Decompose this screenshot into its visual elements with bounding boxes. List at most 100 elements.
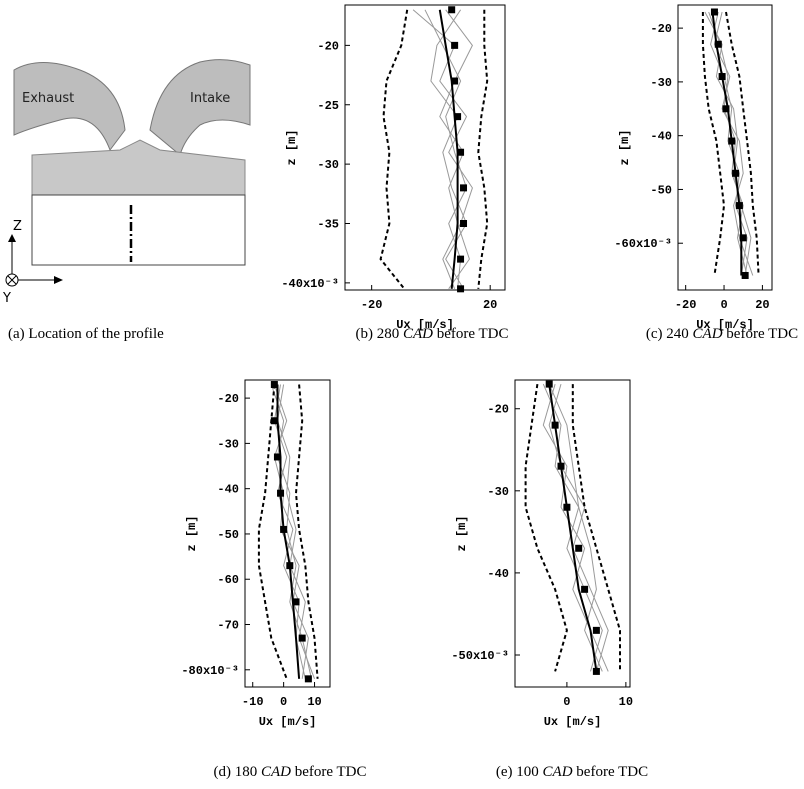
engine-illustration: Exhaust Intake Z Y (a) Location of the p… bbox=[2, 59, 251, 342]
marker bbox=[592, 667, 600, 675]
cycle-line bbox=[424, 9, 468, 289]
x-axis-label: Ux [m/s] bbox=[259, 715, 317, 729]
marker bbox=[451, 77, 459, 85]
envelope-line bbox=[379, 9, 409, 290]
envelope-line bbox=[524, 383, 568, 672]
cycle-line bbox=[704, 11, 752, 276]
caption: (a) Location of the profile bbox=[8, 326, 164, 342]
intake-port bbox=[149, 59, 251, 156]
marker bbox=[735, 202, 743, 210]
caption-prefix: (c) 240 bbox=[646, 326, 689, 342]
marker bbox=[592, 626, 600, 634]
caption-text: Location of the profile bbox=[28, 326, 164, 342]
y-tick-label: -40x10⁻³ bbox=[281, 277, 339, 291]
x-tick-label: -20 bbox=[675, 298, 697, 312]
marker bbox=[457, 255, 465, 263]
y-tick-label: -20 bbox=[317, 39, 339, 53]
y-tick-label: -50 bbox=[650, 183, 672, 197]
cycle-line bbox=[430, 9, 468, 290]
caption-emph: CAD bbox=[261, 764, 291, 780]
y-tick-label: -30 bbox=[487, 485, 509, 499]
y-tick-label: -30 bbox=[317, 158, 339, 172]
marker bbox=[454, 113, 462, 121]
y-tick-label: -50x10⁻³ bbox=[451, 649, 509, 663]
y-axis-label: z [m] bbox=[285, 129, 299, 165]
y-tick-label: -40 bbox=[217, 483, 239, 497]
x-axis-label: Ux [m/s] bbox=[696, 318, 754, 332]
marker bbox=[270, 381, 278, 389]
marker bbox=[732, 169, 740, 177]
y-tick-label: -60x10⁻³ bbox=[614, 237, 672, 251]
marker bbox=[710, 8, 718, 16]
caption-prefix: (b) 280 bbox=[355, 326, 399, 342]
x-tick-label: 0 bbox=[720, 298, 727, 312]
marker bbox=[270, 417, 278, 425]
chart: -20 -30 -40 -50x10⁻³ 0 10 Ux [m/s] z [m] (e) 100… bbox=[451, 379, 648, 780]
y-axis-label: z [m] bbox=[618, 129, 632, 165]
caption-prefix: (a) bbox=[8, 326, 25, 342]
envelope-line bbox=[725, 11, 760, 276]
y-axis-label: z [m] bbox=[185, 515, 199, 551]
caption-suffix: before TDC bbox=[437, 326, 509, 342]
envelope-line bbox=[477, 9, 489, 289]
marker bbox=[460, 184, 468, 192]
caption-suffix: before TDC bbox=[726, 326, 798, 342]
y-tick-label: -35 bbox=[317, 218, 339, 232]
marker bbox=[545, 380, 553, 388]
envelope-line bbox=[701, 12, 726, 276]
mean-line bbox=[548, 383, 598, 672]
caption: (d) 180 CAD before TDC bbox=[213, 764, 366, 780]
marker bbox=[741, 271, 749, 279]
chart: -20 -30 -40 -50 -60 -70 -80x10⁻³ -10 0 10 Ux [m/s]… bbox=[181, 379, 367, 780]
caption-emph: CAD bbox=[693, 326, 723, 342]
exhaust-label: Exhaust bbox=[22, 91, 74, 106]
y-label: Y bbox=[2, 291, 11, 306]
y-tick-label: -60 bbox=[217, 573, 239, 587]
marker bbox=[718, 73, 726, 81]
marker bbox=[714, 40, 722, 48]
cycle-line bbox=[708, 11, 748, 276]
y-tick-label: -70 bbox=[217, 619, 239, 633]
marker bbox=[280, 525, 288, 533]
caption: (b) 280 CAD before TDC bbox=[355, 326, 508, 342]
x-axis-label: Ux [m/s] bbox=[544, 715, 602, 729]
marker bbox=[277, 489, 285, 497]
x-tick-label: 20 bbox=[755, 298, 769, 312]
caption-emph: CAD bbox=[403, 326, 433, 342]
z-arrowhead bbox=[8, 234, 16, 242]
marker bbox=[457, 148, 465, 156]
x-tick-label: 10 bbox=[307, 695, 321, 709]
plot-frame bbox=[514, 379, 631, 688]
marker bbox=[581, 585, 589, 593]
marker bbox=[298, 634, 306, 642]
caption: (e) 100 CAD before TDC bbox=[496, 764, 648, 780]
x-tick-label: 0 bbox=[563, 695, 570, 709]
cycle-line bbox=[710, 11, 748, 276]
y-tick-label: -30 bbox=[217, 437, 239, 451]
marker bbox=[448, 6, 456, 14]
y-tick-label: -40 bbox=[650, 130, 672, 144]
chart: -20 -25 -30 -35 -40x10⁻³ -20 20 Ux [m/s] z [m] (b… bbox=[281, 4, 509, 342]
cycle-line bbox=[713, 11, 754, 276]
caption-emph: CAD bbox=[543, 764, 573, 780]
marker bbox=[292, 598, 300, 606]
caption-prefix: (e) 100 bbox=[496, 764, 539, 780]
cycle-line bbox=[276, 384, 315, 679]
y-axis-cross bbox=[7, 275, 17, 285]
marker bbox=[557, 462, 565, 470]
x-tick-label: 0 bbox=[280, 695, 287, 709]
marker bbox=[457, 285, 465, 293]
marker bbox=[286, 562, 294, 570]
marker bbox=[563, 503, 571, 511]
marker bbox=[739, 234, 747, 242]
cylinder-head bbox=[31, 139, 246, 196]
caption-suffix: before TDC bbox=[576, 764, 648, 780]
y-tick-label: -40 bbox=[487, 567, 509, 581]
cycle-line bbox=[548, 383, 603, 672]
marker bbox=[304, 675, 312, 683]
marker bbox=[722, 105, 730, 113]
marker bbox=[273, 453, 281, 461]
marker bbox=[575, 544, 583, 552]
y-axis-label: z [m] bbox=[455, 515, 469, 551]
